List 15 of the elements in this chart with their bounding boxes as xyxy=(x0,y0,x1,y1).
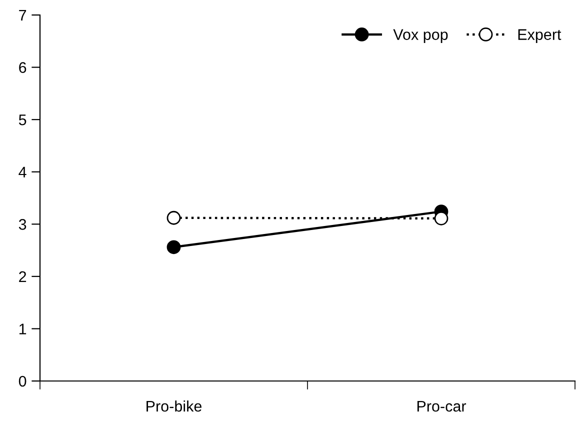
y-tick-label: 5 xyxy=(18,114,26,126)
legend-label: Vox pop xyxy=(393,29,448,43)
y-tick-label: 4 xyxy=(18,166,26,178)
legend-label: Expert xyxy=(518,29,562,43)
x-tick-label: Pro-car xyxy=(417,401,466,412)
x-tick-label: Pro-bike xyxy=(146,400,202,412)
y-tick-label: 2 xyxy=(19,271,26,282)
y-tick-label: 3 xyxy=(18,219,26,230)
point xyxy=(434,211,448,226)
y-tick-label: 1 xyxy=(19,324,26,334)
y-tick-label: 0 xyxy=(18,376,26,387)
y-tick-label: 6 xyxy=(19,62,26,73)
point xyxy=(166,210,181,225)
y-tick-label: 7 xyxy=(19,10,26,21)
point xyxy=(166,240,181,254)
